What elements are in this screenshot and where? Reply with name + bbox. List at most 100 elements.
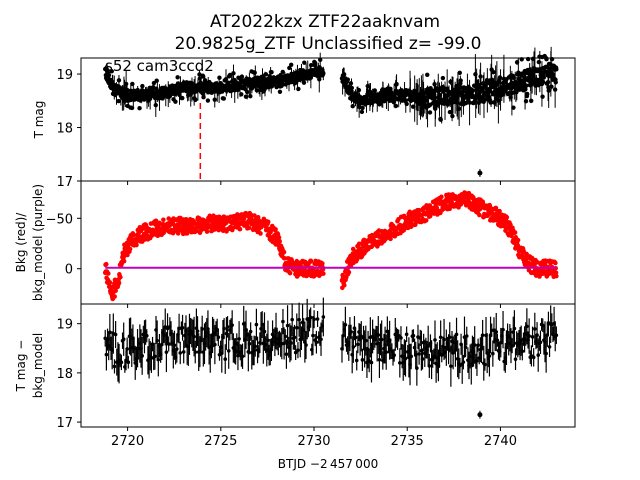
bottom-data-point [315,317,320,321]
bkg-point [277,239,282,244]
top-data-point [458,78,463,83]
bottom-data-point [544,351,548,356]
panel-top: 17 18 19 T mag [32,46,576,190]
bottom-data-point [172,343,177,348]
bottom-data-point [356,342,360,347]
bottom-data-point [180,325,185,330]
bottom-data-point [284,352,289,356]
xtick-label: 2725 [204,434,237,449]
bottom-data-point [164,350,169,354]
bkg-point [252,213,257,218]
bottom-data-point [535,333,539,337]
bottom-data-point [351,345,356,349]
top-data-point [175,75,180,80]
bottom-data-point [475,359,479,363]
middle-ylabel-line1: Bkg (red)/ [14,212,28,273]
bottom-data-point [193,350,198,354]
top-data-point [153,102,158,108]
bottom-data-point [181,350,186,354]
bottom-data-point [491,351,495,356]
bkg-point [416,207,422,213]
bkg-point [282,255,287,261]
top-data-point [252,70,257,75]
bottom-data-point [321,315,326,319]
top-ytick-label: 19 [56,68,73,83]
bottom-data-point [415,366,419,370]
top-data-point [301,80,307,85]
bottom-data-point [283,334,288,339]
top-data-point [249,86,255,91]
bottom-data-point [178,351,183,355]
bottom-data-point [281,319,285,324]
top-data-point [130,81,135,87]
x-axis-label: BTJD −2 457 000 [278,457,378,471]
bottom-data-point [417,352,421,356]
bottom-data-point [223,357,228,361]
bkg-point [553,260,558,266]
xtick-label: 2730 [297,434,330,449]
bkg-point [118,274,123,280]
bottom-data-point [254,322,259,327]
bottom-data-point [398,361,402,365]
bottom-data-point [266,338,270,343]
top-outlier-point [477,170,483,176]
bottom-ytick-label: 17 [56,416,73,431]
bottom-data-point [155,338,159,343]
bottom-data-point [247,341,252,346]
top-data-point [349,85,354,91]
bottom-data-point [304,343,308,347]
bottom-axes-frame [80,303,576,428]
bottom-data-point [150,342,155,346]
bottom-data-point [119,360,124,365]
bottom-data-point [377,357,382,362]
bottom-data-point [153,354,157,359]
bottom-data-point [396,333,401,338]
top-data-point [404,101,409,107]
top-data-point [348,81,354,86]
top-data-point [541,75,546,80]
bottom-ylabel-line1: T mag − [14,340,28,393]
top-data-point [269,70,274,75]
top-data-point [116,98,121,104]
bottom-data-point [262,329,267,334]
top-ytick-label: 17 [56,175,73,190]
bkg-point [276,235,282,240]
bottom-data-point [237,337,241,341]
top-data-point [197,72,202,77]
top-ylabel: T mag [32,101,46,140]
top-data-point [359,109,365,115]
top-data-point [457,70,462,76]
top-data-point [540,94,545,99]
top-data-point [403,98,408,103]
top-data-point [544,57,549,62]
bottom-data-point [464,334,469,338]
top-data-point [511,105,516,110]
bkg-point [354,256,360,262]
bottom-data-point [501,327,505,332]
bottom-data-point [308,315,313,320]
bkg-point [265,219,271,225]
bottom-data-point [531,355,536,360]
bottom-data-point [376,333,381,337]
bkg-point [121,254,127,260]
bottom-data-point [454,332,459,337]
bottom-data-point [480,333,485,337]
top-ytick-label: 18 [56,122,73,137]
bottom-data-point [216,335,221,340]
bottom-data-point [108,330,112,335]
top-data-point [200,91,205,96]
bottom-data-point [438,335,443,340]
top-data-point [470,87,475,93]
bottom-data-point [222,326,226,331]
bkg-point [241,216,247,221]
top-data-point [308,63,314,68]
top-data-point [277,89,283,94]
bottom-data-point [297,317,301,322]
bkg-point [321,271,326,276]
bottom-data-point [369,360,374,365]
top-data-point [239,92,244,97]
top-data-point [197,76,202,81]
bottom-data-point [104,352,109,357]
top-data-point [496,98,501,103]
bottom-data-point [195,329,200,333]
